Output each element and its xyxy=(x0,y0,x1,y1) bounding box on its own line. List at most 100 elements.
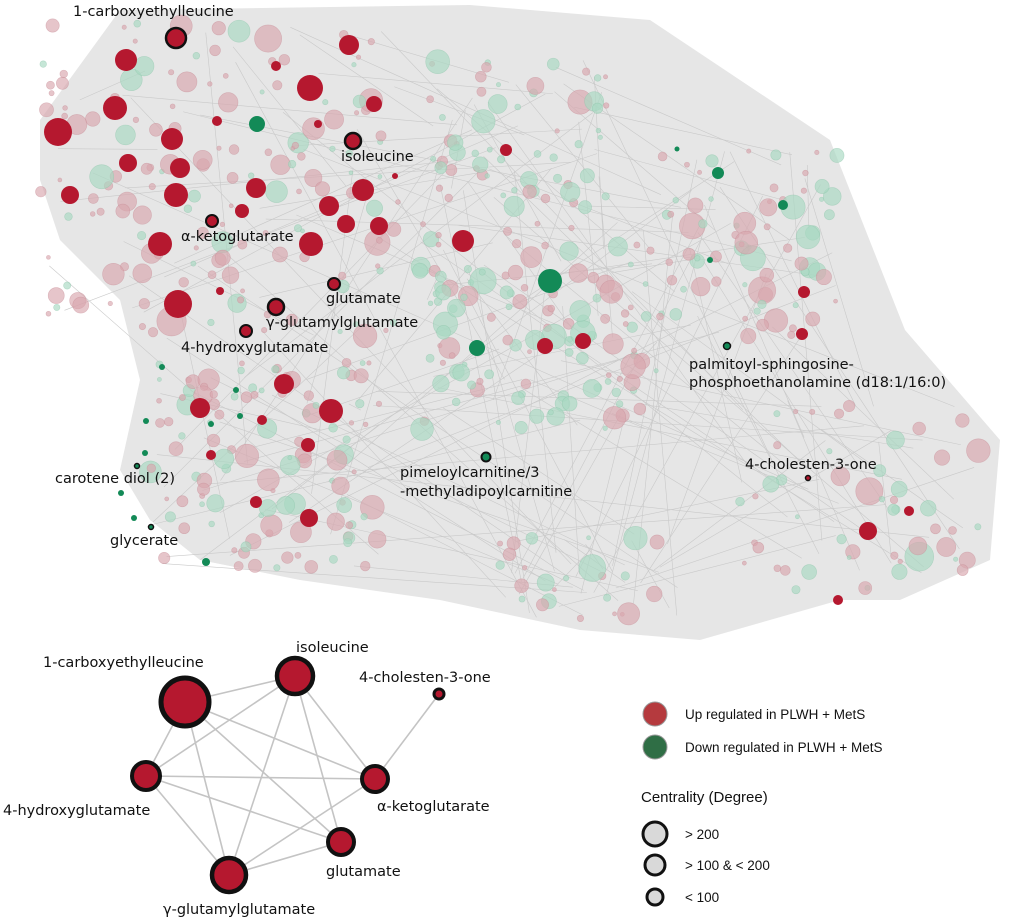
network-node xyxy=(258,387,265,394)
sub-label-glutamate: glutamate xyxy=(326,864,401,880)
network-node xyxy=(287,159,297,169)
network-edge xyxy=(520,387,802,559)
network-node xyxy=(830,466,851,487)
network-node xyxy=(425,353,435,363)
network-edge xyxy=(631,540,670,609)
network-node xyxy=(912,421,926,436)
network-node xyxy=(168,441,184,457)
network-node xyxy=(48,90,55,97)
network-node xyxy=(815,269,832,286)
network-node xyxy=(351,469,357,475)
network-node xyxy=(740,328,757,345)
network-node xyxy=(974,523,982,531)
network-node xyxy=(395,199,401,205)
network-node xyxy=(227,293,247,313)
network-edge xyxy=(208,425,864,485)
network-node xyxy=(85,111,101,127)
network-node xyxy=(620,309,630,318)
network-node-up xyxy=(216,287,224,295)
network-node xyxy=(352,323,378,349)
network-edge xyxy=(303,149,955,407)
network-node xyxy=(367,38,375,46)
network-node xyxy=(549,153,558,162)
network-node xyxy=(611,387,622,398)
network-node xyxy=(329,554,338,564)
network-node xyxy=(514,420,528,435)
network-node xyxy=(653,368,659,374)
network-edge xyxy=(244,112,594,378)
network-node-up xyxy=(904,506,914,516)
network-node xyxy=(657,151,668,162)
network-node xyxy=(930,523,941,535)
network-node xyxy=(599,279,624,304)
network-node xyxy=(35,186,47,198)
network-node xyxy=(594,74,602,82)
network-node xyxy=(183,204,193,213)
network-node xyxy=(487,94,508,114)
network-node xyxy=(762,475,780,493)
network-node xyxy=(375,263,381,269)
network-node xyxy=(237,366,245,375)
network-node xyxy=(444,193,453,203)
legend: Up regulated in PLWH + MetS Down regulat… xyxy=(641,701,882,907)
sub-node-carboxyethylleucine xyxy=(158,675,212,729)
network-node-up xyxy=(119,154,137,172)
network-node xyxy=(377,174,383,179)
network-node-up xyxy=(206,450,216,460)
network-node xyxy=(794,256,809,271)
network-node xyxy=(270,154,291,175)
network-node xyxy=(617,602,640,626)
network-node-up xyxy=(337,215,355,233)
network-node xyxy=(138,323,146,331)
sub-label-isoleucine: isoleucine xyxy=(296,640,369,656)
network-node xyxy=(422,231,440,248)
network-node xyxy=(622,321,629,327)
network-node-up xyxy=(164,183,188,207)
network-edge xyxy=(57,148,158,150)
network-node xyxy=(534,220,541,227)
network-node xyxy=(45,18,60,33)
network-node-up xyxy=(537,338,553,354)
network-node xyxy=(272,246,288,263)
network-node-up xyxy=(452,230,474,252)
network-node xyxy=(463,265,472,274)
network-node xyxy=(338,271,347,280)
network-node xyxy=(345,149,353,158)
network-node xyxy=(499,285,514,300)
network-node xyxy=(272,80,283,91)
network-node xyxy=(435,231,442,239)
network-node-up xyxy=(319,399,343,423)
network-edge xyxy=(163,170,481,488)
network-node xyxy=(359,360,366,366)
network-node-down xyxy=(778,200,788,210)
network-node xyxy=(757,299,767,309)
network-node xyxy=(495,419,501,425)
legend-up-swatch xyxy=(642,701,668,727)
network-node xyxy=(47,287,65,304)
network-node xyxy=(149,122,163,137)
network-node xyxy=(438,337,461,359)
network-node xyxy=(134,56,155,77)
network-node xyxy=(435,184,444,192)
network-node xyxy=(343,538,353,548)
network-edge xyxy=(166,337,546,582)
network-node-down xyxy=(469,340,485,356)
network-node xyxy=(615,400,624,408)
network-node xyxy=(326,449,348,471)
network-edge xyxy=(373,405,923,441)
network-node xyxy=(264,148,273,157)
network-node xyxy=(887,503,900,516)
network-node xyxy=(507,264,524,281)
network-node xyxy=(576,614,585,622)
legend-size-mid-label: > 100 & < 200 xyxy=(685,858,770,873)
network-node xyxy=(412,262,428,279)
network-edge xyxy=(348,403,361,411)
label-cholestenone: 4-cholesten-3-one xyxy=(745,457,877,473)
node-carotene xyxy=(133,462,141,470)
network-node xyxy=(121,24,127,30)
network-edge xyxy=(555,237,805,276)
network-node xyxy=(148,183,156,191)
network-node xyxy=(486,312,496,322)
network-node-up xyxy=(103,96,127,120)
